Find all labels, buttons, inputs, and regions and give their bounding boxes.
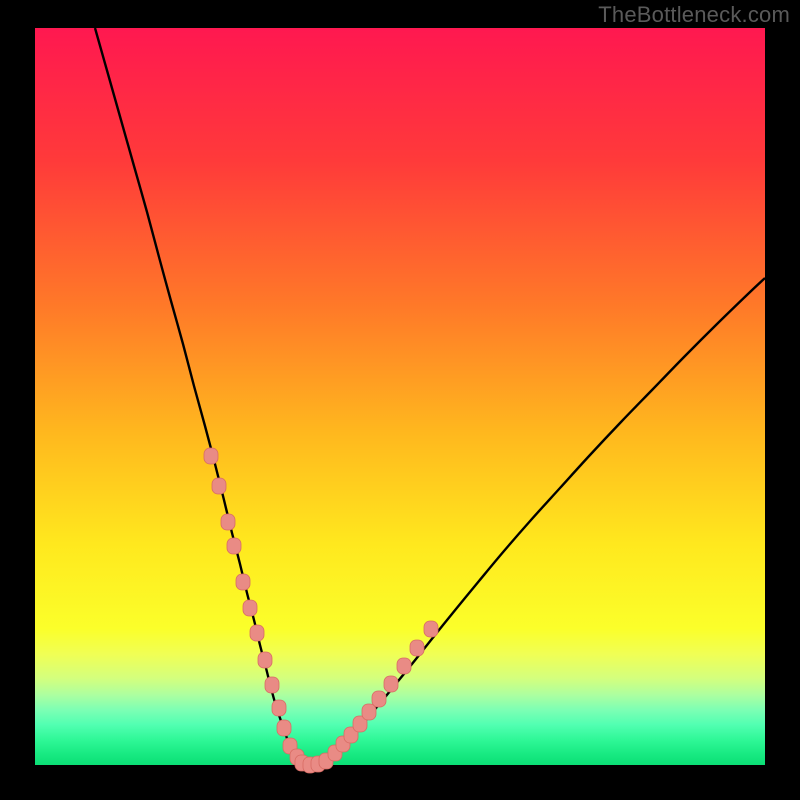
data-marker: [384, 676, 398, 692]
data-marker: [221, 514, 235, 530]
data-marker: [204, 448, 218, 464]
bottleneck-curve: [35, 28, 765, 765]
data-marker: [250, 625, 264, 641]
data-marker: [265, 677, 279, 693]
data-marker: [372, 691, 386, 707]
data-markers: [204, 448, 438, 773]
data-marker: [258, 652, 272, 668]
plot-area: [35, 28, 765, 765]
data-marker: [212, 478, 226, 494]
data-marker: [227, 538, 241, 554]
data-marker: [410, 640, 424, 656]
data-marker: [243, 600, 257, 616]
data-marker: [424, 621, 438, 637]
left-curve: [95, 28, 308, 765]
data-marker: [272, 700, 286, 716]
data-marker: [236, 574, 250, 590]
data-marker: [362, 704, 376, 720]
watermark-text: TheBottleneck.com: [598, 2, 790, 28]
data-marker: [397, 658, 411, 674]
chart-frame: TheBottleneck.com: [0, 0, 800, 800]
data-marker: [277, 720, 291, 736]
